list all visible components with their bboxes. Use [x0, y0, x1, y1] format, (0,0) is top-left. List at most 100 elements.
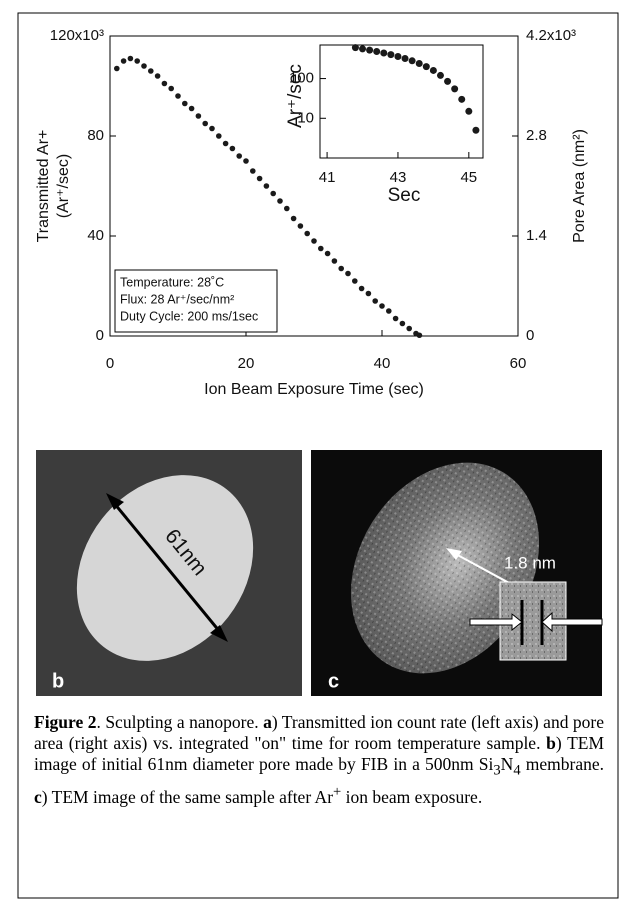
point	[338, 265, 345, 272]
caption-bold: b	[546, 733, 556, 753]
point	[380, 49, 388, 57]
point	[472, 126, 480, 134]
point	[444, 77, 452, 85]
point	[284, 205, 290, 212]
panel-b: 61nm b	[36, 450, 302, 696]
caption-sub: 3	[493, 762, 501, 779]
point	[365, 290, 372, 297]
x-tick-label: 20	[238, 355, 255, 372]
x-tick-label: 45	[460, 169, 477, 186]
point	[127, 55, 134, 62]
arrow	[541, 611, 603, 633]
point	[345, 270, 351, 277]
point	[366, 46, 374, 54]
y-tick-label: 40	[87, 227, 104, 244]
panel-label: b	[52, 670, 64, 692]
point	[270, 190, 277, 197]
point	[387, 51, 395, 59]
point	[256, 175, 263, 182]
point	[311, 238, 317, 244]
point	[392, 315, 399, 322]
point	[318, 245, 324, 252]
point	[372, 298, 379, 304]
caption-bold: a	[263, 712, 272, 732]
point	[141, 63, 147, 69]
point	[277, 198, 283, 204]
x-tick-label: 43	[390, 169, 407, 186]
point	[373, 48, 381, 56]
pore	[76, 475, 254, 661]
point	[331, 258, 338, 264]
point	[324, 250, 331, 257]
annotation-box	[114, 269, 278, 333]
point	[304, 230, 311, 237]
caption-text: ion beam exposure.	[341, 786, 483, 807]
point	[243, 158, 249, 164]
x-tick-label: 0	[106, 355, 114, 372]
point	[358, 285, 365, 292]
x-axis-label: Sec	[388, 185, 421, 206]
point	[209, 125, 215, 132]
point	[154, 73, 161, 79]
caption-bold: c	[34, 786, 42, 807]
caption-text: membrane.	[520, 754, 604, 774]
point	[416, 332, 423, 339]
panel-c: 1.8 nm c	[311, 450, 603, 696]
point	[297, 223, 304, 229]
arrowhead	[210, 625, 228, 642]
point	[401, 55, 409, 63]
x-axis-label: Ion Beam Exposure Time (sec)	[204, 381, 424, 398]
point	[263, 183, 270, 189]
y-tick-label: 120x10³	[50, 27, 104, 44]
y2-axis-label: Pore Area (nm²)	[571, 129, 588, 243]
panel-label: c	[328, 670, 339, 692]
point	[188, 105, 195, 112]
point	[465, 107, 473, 115]
point	[250, 168, 256, 174]
point	[148, 68, 154, 74]
scale-label: 1.8 nm	[504, 553, 556, 572]
point	[436, 71, 444, 79]
point	[222, 140, 229, 147]
annotation: Duty Cycle: 200 ms/1sec	[120, 309, 258, 323]
caption-bold: Figure 2	[34, 712, 97, 732]
point	[202, 120, 208, 127]
point	[429, 66, 437, 74]
point	[114, 65, 120, 72]
caption-sup: +	[333, 783, 342, 800]
point	[229, 145, 236, 152]
point	[236, 153, 242, 159]
x-tick-label: 60	[510, 355, 527, 372]
point	[458, 95, 466, 103]
y2-tick-label: 4.2x10³	[526, 27, 576, 44]
point	[406, 325, 413, 332]
caption-text: ) TEM image of the same sample after Ar	[41, 786, 334, 807]
caption-text: ) TEM image of initial 61nm diameter por…	[34, 733, 605, 774]
point	[379, 303, 385, 309]
frame	[17, 12, 619, 899]
point	[290, 215, 297, 222]
caption-sub: 4	[513, 762, 521, 779]
y-axis-label: (Ar⁺/sec)	[55, 154, 72, 218]
y-axis-label: Ar⁺/sec	[285, 64, 306, 128]
arrowhead	[106, 493, 124, 510]
point	[168, 85, 174, 92]
x-tick-label: 40	[374, 355, 391, 372]
arrowhead	[446, 548, 462, 560]
arrow	[469, 612, 523, 632]
y2-tick-label: 0	[526, 327, 534, 344]
y-tick-label: 80	[87, 127, 104, 144]
point	[422, 63, 430, 71]
caption: Figure 2. Sculpting a nanopore. a) Trans…	[34, 712, 604, 807]
point	[195, 113, 202, 119]
arrow	[112, 502, 222, 633]
y-tick-label: 100	[289, 70, 314, 87]
y-tick-label: 0	[96, 327, 104, 344]
point	[394, 52, 402, 60]
point	[351, 44, 359, 52]
y-tick-label: 10	[297, 109, 314, 126]
point	[451, 85, 459, 93]
point	[352, 278, 358, 284]
point	[386, 308, 392, 314]
